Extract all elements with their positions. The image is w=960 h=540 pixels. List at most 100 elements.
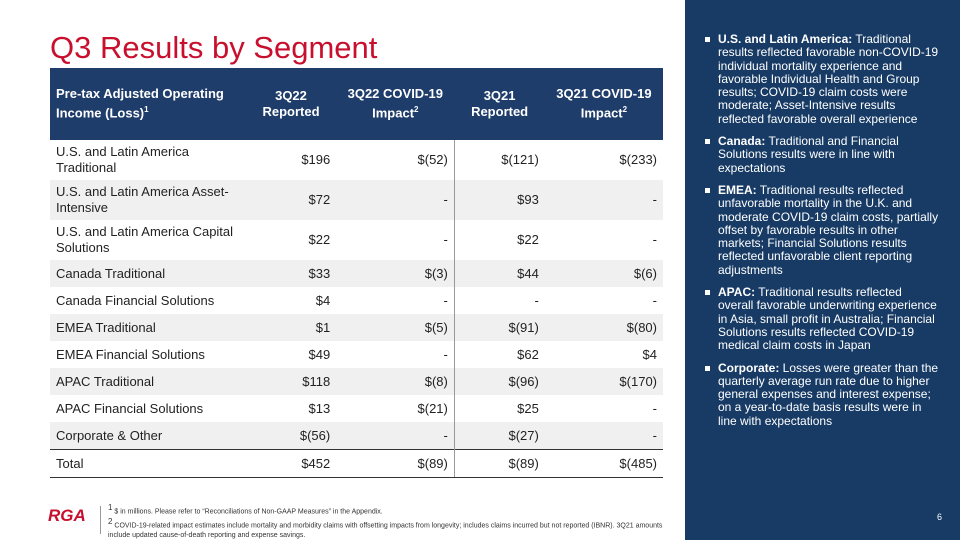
table-cell: $4	[315, 292, 331, 308]
footnotes: 1 $ in millions. Please refer to “Reconc…	[108, 503, 683, 540]
table-cell: -	[336, 220, 455, 260]
table-cell: -	[336, 341, 455, 368]
footnote: 1 $ in millions. Please refer to “Reconc…	[108, 503, 683, 517]
table-cell: Canada Financial Solutions	[56, 292, 215, 308]
table-cell: $(52)	[336, 140, 455, 180]
table-row: Canada Traditional $33 $(3) $44 $(6)	[50, 260, 663, 287]
table-cell: $(170)	[544, 368, 663, 395]
table-cell: $(89)	[336, 449, 455, 478]
table-cell: $118	[245, 368, 337, 395]
table-cell: APAC Financial Solutions	[56, 400, 204, 416]
table-cell: U.S. and Latin America Asset-Intensive	[50, 180, 246, 220]
table-cell: $(121)	[501, 152, 539, 167]
table-cell: Total	[50, 449, 246, 478]
header-text: Pre-tax Adjusted Operating Income (Loss)	[56, 86, 224, 121]
table-row: EMEA Financial Solutions $49- $62 $4	[50, 341, 663, 368]
title: Q3 Results by Segment	[50, 30, 378, 65]
table-cell: $22	[308, 232, 331, 247]
header-text: 3Q21 COVID-19 Impact	[556, 86, 652, 121]
superscript: 2	[414, 105, 419, 115]
table-cell: $4	[642, 346, 657, 362]
table-cell: U.S. and Latin America Traditional	[56, 144, 189, 175]
table-row: Canada Financial Solutions $4- - -	[50, 287, 663, 314]
divider	[100, 506, 101, 534]
side-panel: U.S. and Latin America: Traditional resu…	[685, 0, 960, 540]
table-cell: Canada Traditional	[50, 260, 246, 287]
table-cell: $93	[454, 180, 545, 220]
table-cell: -	[336, 287, 455, 314]
footnote-mark: 2	[108, 516, 113, 526]
header-cell: 3Q21 Reported	[454, 68, 545, 140]
table-cell: $1	[245, 314, 337, 341]
table-cell: $13	[308, 400, 331, 416]
table-cell: $(6)	[544, 260, 663, 287]
table-cell: $72	[245, 180, 337, 220]
bullet-lead: Corporate:	[718, 360, 780, 375]
bullet-lead: U.S. and Latin America:	[718, 32, 853, 46]
footnote-text: $ in millions. Please refer to “Reconcil…	[112, 508, 383, 516]
table-row: Total $452 $(89) $(89) $(485)	[50, 449, 663, 478]
bullet-list: U.S. and Latin America: Traditional resu…	[685, 0, 960, 428]
table-cell: $(89)	[454, 449, 545, 478]
superscript: 2	[622, 105, 628, 115]
table-cell: $49	[308, 346, 331, 362]
header-cell: Pre-tax Adjusted Operating Income (Loss)…	[50, 68, 246, 140]
superscript: 1	[144, 105, 149, 115]
table-row: APAC Traditional $118 $(8) $(96) $(170)	[50, 368, 663, 395]
header-cell: 3Q22 Reported	[245, 68, 337, 140]
table-row: U.S. and Latin America Asset-Intensive $7…	[50, 180, 663, 220]
table-cell: $(5)	[336, 314, 455, 341]
bullet: Corporate: Losses were greater than the …	[705, 360, 940, 428]
bullet-text: Traditional results reflected unfavorabl…	[718, 182, 939, 277]
table-cell: -	[652, 292, 657, 308]
bullet-text: Traditional results reflected favorable …	[718, 32, 939, 126]
table-cell: $(8)	[336, 368, 455, 395]
header-cell: 3Q21 COVID-19 Impact2	[544, 68, 663, 140]
table-cell: APAC Traditional	[50, 368, 246, 395]
logo: RGA	[48, 506, 86, 525]
table-cell: $(233)	[619, 152, 657, 167]
table-cell: $196	[301, 152, 331, 167]
table-cell: -	[544, 422, 663, 450]
table-cell: EMEA Financial Solutions	[56, 346, 205, 362]
table-cell: -	[336, 180, 455, 220]
table-cell: $(485)	[544, 449, 663, 478]
table-row: Corporate & Other $(56) - $(27) -	[50, 422, 663, 450]
table-cell: $(91)	[454, 314, 545, 341]
bullet: U.S. and Latin America: Traditional resu…	[705, 32, 940, 126]
table-cell: $(96)	[454, 368, 545, 395]
table-cell: $(27)	[454, 422, 545, 450]
table-cell: $44	[454, 260, 545, 287]
header-cell: 3Q22 COVID-19 Impact2	[336, 68, 455, 140]
table-cell: $(56)	[245, 422, 337, 450]
table-cell: EMEA Traditional	[50, 314, 246, 341]
results-table: Pre-tax Adjusted Operating Income (Loss)…	[50, 68, 663, 478]
header-text: 3Q21 Reported	[471, 88, 529, 119]
table-cell: -	[534, 292, 539, 308]
table-row: U.S. and Latin America Capital Solutions…	[50, 220, 663, 260]
table-cell: U.S. and Latin America Capital Solutions	[56, 224, 234, 255]
bullet-lead: Canada:	[718, 134, 766, 149]
page-number: 6	[936, 512, 942, 522]
header-text: 3Q22 COVID-19 Impact	[347, 86, 443, 121]
table-cell: -	[336, 422, 455, 450]
bullet-text: Losses were greater than the quarterly a…	[718, 360, 939, 428]
bullet: Canada: Traditional and Financial Soluti…	[705, 134, 940, 175]
table-cell: $25	[517, 400, 539, 416]
bullet-text: Traditional and Financial Solutions resu…	[718, 134, 899, 175]
table-cell: $62	[517, 346, 539, 362]
table-row: EMEA Traditional $1 $(5) $(91) $(80)	[50, 314, 663, 341]
table-row: U.S. and Latin America Traditional $196 $(…	[50, 140, 663, 180]
bullet: EMEA: Traditional results reflected unfa…	[705, 182, 940, 277]
table-cell: $(21)	[336, 395, 455, 422]
table-cell: $22	[517, 232, 539, 247]
table-cell: $452	[245, 449, 337, 478]
table-cell: $(80)	[544, 314, 663, 341]
footnote-mark: 1	[108, 503, 113, 512]
table-cell: -	[652, 400, 657, 416]
table-cell: -	[652, 232, 657, 247]
table-cell: Corporate & Other	[50, 422, 246, 450]
header-text: 3Q22 Reported	[262, 88, 320, 119]
footnote-text: COVID-19-related impact estimates includ…	[108, 522, 663, 539]
